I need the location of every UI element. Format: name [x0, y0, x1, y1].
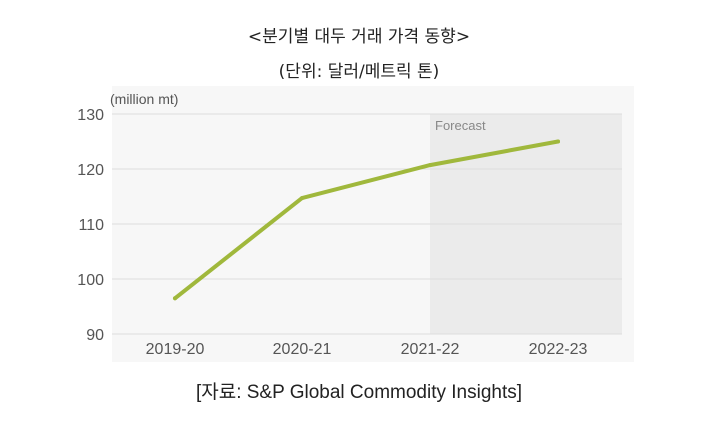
data-point [556, 139, 560, 144]
data-point [300, 196, 304, 201]
x-tick-label: 2022-23 [529, 341, 588, 358]
data-point [173, 296, 177, 301]
y-tick-label: 90 [86, 327, 104, 344]
data-point [428, 163, 432, 168]
series-line [173, 139, 560, 301]
y-tick-label: 130 [77, 107, 104, 124]
series-group [173, 139, 560, 301]
y-axis-label: (million mt) [110, 91, 178, 107]
x-tick-label: 2020-21 [273, 341, 332, 358]
x-tick-label: 2019-20 [146, 341, 205, 358]
gridlines [112, 113, 622, 335]
source-note: [자료: S&P Global Commodity Insights] [195, 382, 523, 403]
x-tick-labels: 2019-20 2020-21 2021-22 2022-23 [146, 341, 588, 358]
forecast-label: Forecast [435, 118, 486, 133]
y-tick-label: 100 [77, 272, 104, 289]
y-tick-labels: 90 100 110 120 130 [77, 107, 104, 344]
chart-title: <분기별 대두 거래 가격 동향> [247, 27, 471, 47]
y-tick-label: 110 [78, 217, 104, 234]
x-tick-label: 2021-22 [401, 341, 460, 358]
y-tick-label: 120 [77, 162, 104, 179]
chart-subtitle: (단위: 달러/메트릭 톤) [278, 62, 440, 82]
